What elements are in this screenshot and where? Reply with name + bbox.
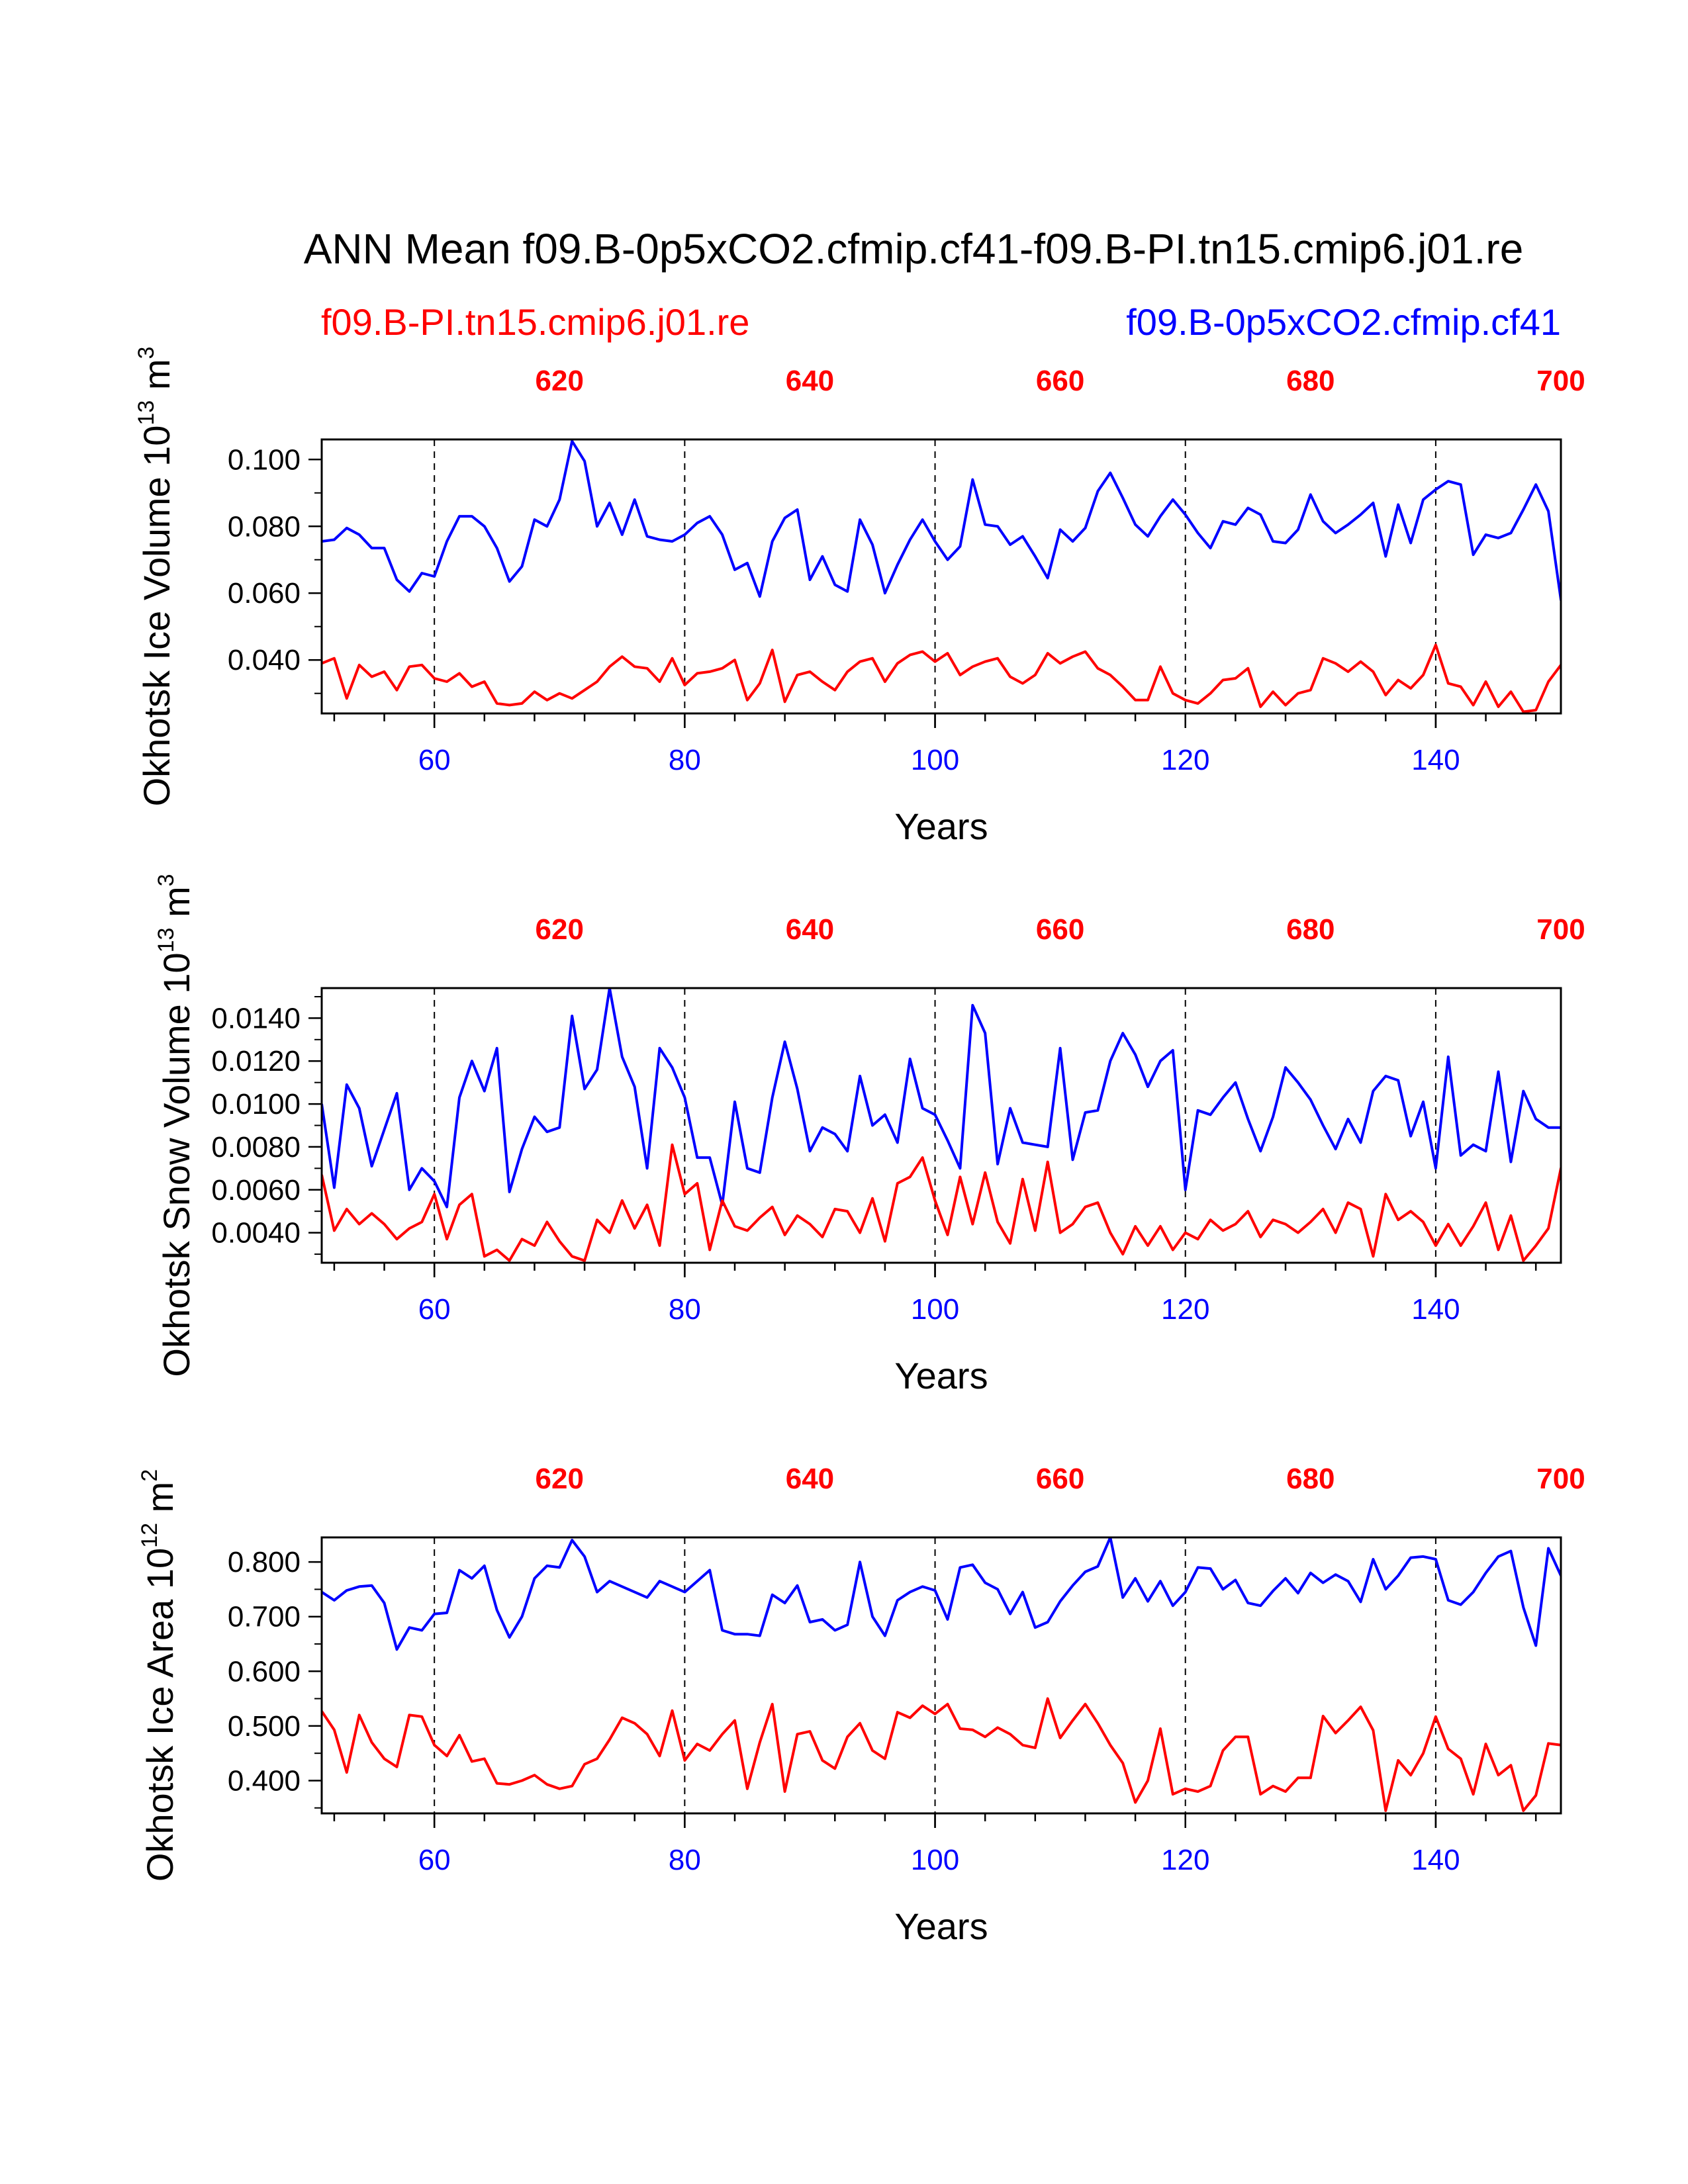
y-axis-label: Okhotsk Ice Volume 1013 m3 [134,347,177,807]
x-tick-label: 120 [1161,744,1209,776]
top-x-tick-label: 660 [1036,913,1084,946]
x-tick-label: 140 [1411,1844,1460,1876]
y-tick-label: 0.060 [228,577,301,610]
top-x-tick-label: 700 [1536,365,1585,397]
top-x-tick-label: 700 [1536,1463,1585,1495]
series-line-f09-b-pi-tn15-cmip6-j01-re [322,1143,1561,1262]
y-axis-label: Okhotsk Snow Volume 1013 m3 [154,874,197,1377]
x-tick-label: 140 [1411,744,1460,776]
top-x-tick-label: 640 [786,365,834,397]
y-tick-label: 0.0100 [211,1088,301,1120]
x-tick-label: 80 [669,1293,701,1326]
top-x-tick-label: 680 [1286,1463,1335,1495]
top-x-tick-label: 620 [536,365,584,397]
plot-frame [320,438,1562,715]
top-x-tick-label: 640 [786,1463,834,1495]
y-axis-label: Okhotsk Ice Area 1012 m2 [137,1469,181,1882]
legend-label-0p5xco2: f09.B-0p5xCO2.cfmip.cf41 [1126,301,1561,343]
x-axis-label: Years [894,805,988,847]
panel-ice_area: 60 80 100 120 140 620 640 660 680 700 0.400 0.500 0.… [137,1463,1585,1947]
top-x-tick-label: 680 [1286,913,1335,946]
top-x-tick-label: 620 [536,913,584,946]
y-tick-label: 0.080 [228,510,301,543]
x-tick-label: 80 [669,744,701,776]
x-tick-label: 100 [911,744,959,776]
x-tick-label: 60 [418,1844,451,1876]
panel-ice_volume: 60 80 100 120 140 620 640 660 680 700 0.040 0.060 0.… [134,347,1585,847]
series-line-f09-b-0p5xco2-cfmip-cf41 [322,988,1561,1208]
series-line-f09-b-0p5xco2-cfmip-cf41 [322,1537,1561,1651]
chart-title: ANN Mean f09.B-0p5xCO2.cfmip.cf41-f09.B-… [304,225,1524,273]
x-tick-label: 100 [911,1293,959,1326]
panel-snow_volume: 60 80 100 120 140 620 640 660 680 700 0.0040 0.0060… [154,874,1585,1396]
y-tick-label: 0.0080 [211,1131,301,1163]
legend-label-pi: f09.B-PI.tn15.cmip6.j01.re [321,301,749,343]
series-group [322,439,1561,713]
y-tick-label: 0.100 [228,443,301,476]
top-x-tick-label: 660 [1036,1463,1084,1495]
y-tick-label: 0.800 [228,1546,301,1578]
x-tick-label: 120 [1161,1293,1209,1326]
x-axis-label: Years [894,1355,988,1396]
top-x-tick-label: 660 [1036,365,1084,397]
y-tick-label: 0.600 [228,1655,301,1688]
top-x-tick-label: 680 [1286,365,1335,397]
x-tick-label: 100 [911,1844,959,1876]
y-tick-label: 0.0120 [211,1045,301,1077]
plot-frame [320,1536,1562,1815]
x-axis-label: Years [894,1905,988,1947]
series-line-f09-b-0p5xco2-cfmip-cf41 [322,439,1561,602]
series-line-f09-b-pi-tn15-cmip6-j01-re [322,643,1561,713]
y-tick-label: 0.0060 [211,1174,301,1206]
series-group [322,1537,1561,1812]
series-group [322,988,1561,1262]
series-line-f09-b-pi-tn15-cmip6-j01-re [322,1697,1561,1812]
y-tick-label: 0.040 [228,644,301,676]
x-tick-label: 140 [1411,1293,1460,1326]
y-tick-label: 0.0040 [211,1217,301,1250]
x-tick-label: 80 [669,1844,701,1876]
y-tick-label: 0.700 [228,1601,301,1633]
y-tick-label: 0.0140 [211,1002,301,1034]
x-tick-label: 120 [1161,1844,1209,1876]
x-tick-label: 60 [418,1293,451,1326]
y-tick-label: 0.400 [228,1764,301,1797]
y-tick-label: 0.500 [228,1710,301,1743]
top-x-tick-label: 640 [786,913,834,946]
top-x-tick-label: 700 [1536,913,1585,946]
x-tick-label: 60 [418,744,451,776]
top-x-tick-label: 620 [536,1463,584,1495]
